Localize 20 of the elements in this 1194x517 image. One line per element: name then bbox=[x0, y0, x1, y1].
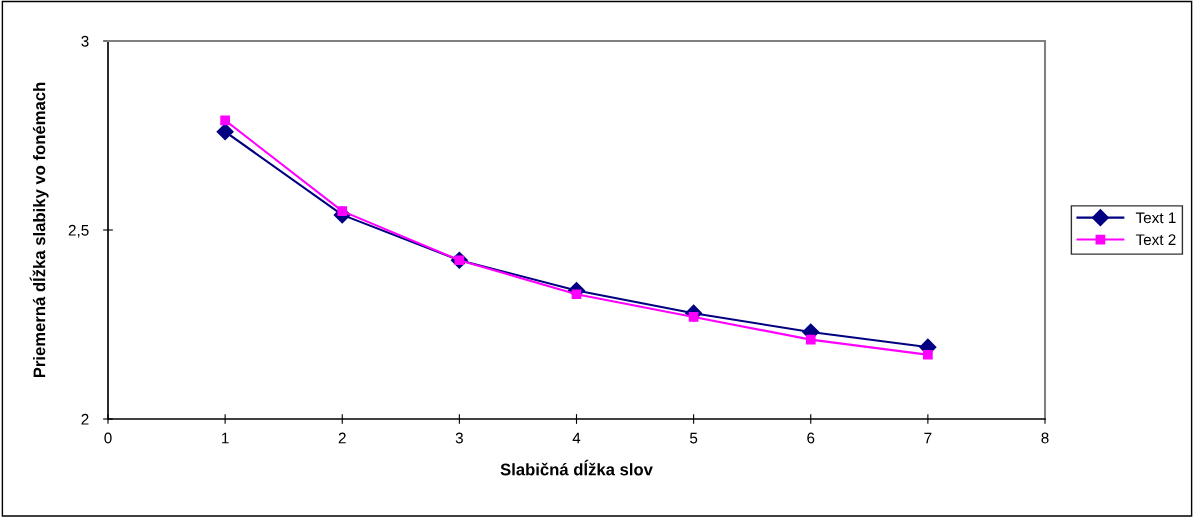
x-axis-title: Slabičná dĺžka slov bbox=[500, 459, 653, 476]
x-tick-label: 5 bbox=[689, 432, 698, 444]
y-tick-label: 2,5 bbox=[68, 224, 89, 238]
y-tick-label: 3 bbox=[81, 35, 89, 47]
x-tick-label: 3 bbox=[455, 432, 463, 444]
x-tick-label: 4 bbox=[572, 432, 581, 444]
x-tick-label: 6 bbox=[807, 432, 815, 444]
legend-label: Text 2 bbox=[1135, 234, 1176, 246]
x-tick-label: 7 bbox=[924, 432, 932, 444]
y-tick-label: 2 bbox=[81, 413, 89, 425]
x-tick-label: 1 bbox=[222, 432, 229, 444]
y-axis-title: Priemerná dĺžka slabiky vo fonémach bbox=[29, 82, 49, 378]
point bbox=[220, 115, 230, 126]
legend-label: Text 1 bbox=[1135, 212, 1176, 224]
x-tick-label: 0 bbox=[104, 432, 112, 444]
x-tick-label: 2 bbox=[338, 432, 346, 444]
point bbox=[805, 334, 816, 345]
point bbox=[216, 123, 234, 141]
point bbox=[923, 349, 933, 360]
x-tick-label: 8 bbox=[1041, 432, 1049, 444]
